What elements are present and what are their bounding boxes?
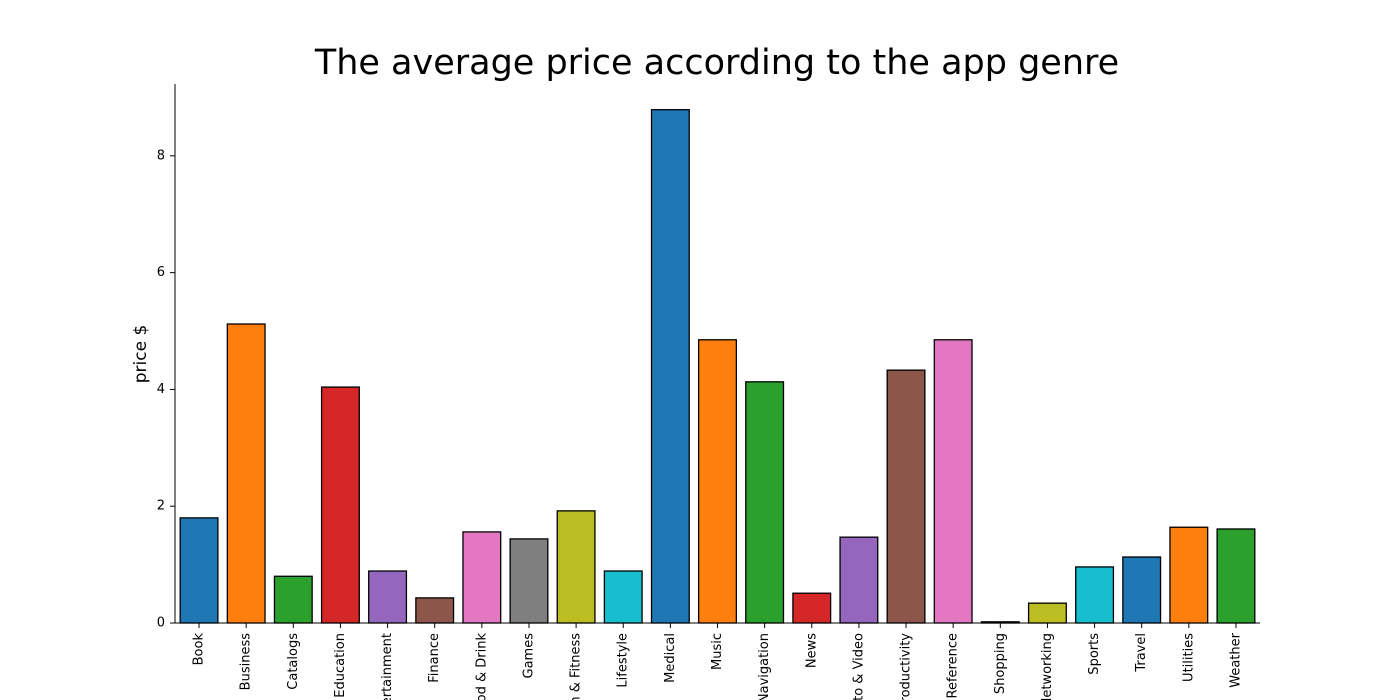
bar (650, 109, 690, 624)
bar (320, 386, 360, 624)
bar (368, 570, 408, 624)
x-tick-label: Finance (427, 633, 442, 683)
bar (1027, 602, 1067, 624)
y-axis-label: price $ (131, 325, 151, 384)
x-tick-label: Social Networking (1040, 633, 1055, 700)
bar (1075, 566, 1115, 624)
x-tick-label: Productivity (899, 633, 914, 700)
x-tick-label: Sports (1087, 633, 1102, 675)
bar (179, 517, 219, 624)
y-tick-label: 8 (157, 148, 165, 163)
x-tick-label: Shopping (993, 633, 1008, 694)
x-tick-label: Entertainment (380, 633, 395, 700)
x-tick-label: Education (333, 633, 348, 698)
bar (886, 369, 926, 624)
x-tick-label: Food & Drink (474, 633, 489, 700)
bar (509, 538, 549, 624)
x-tick-label: Reference (946, 633, 961, 698)
y-tick-label: 4 (157, 382, 165, 397)
y-tick-label: 6 (157, 265, 165, 280)
y-tick-label: 2 (157, 499, 165, 514)
x-tick-label: News (804, 633, 819, 668)
x-tick-label: Lifestyle (616, 633, 631, 688)
x-tick-label: Travel (1134, 633, 1149, 673)
bar (462, 531, 502, 624)
x-tick-label: Navigation (757, 633, 772, 700)
bar (1216, 528, 1256, 624)
bar (1122, 556, 1162, 624)
bar (226, 323, 266, 624)
x-tick-label: Games (521, 633, 536, 679)
x-tick-label: Catalogs (286, 633, 301, 690)
x-tick-label: Medical (663, 633, 678, 683)
bar (1169, 526, 1209, 624)
x-tick-label: Utilities (1181, 633, 1196, 682)
bar (415, 597, 455, 624)
bar (273, 575, 313, 624)
bar (792, 592, 832, 624)
bar (839, 536, 879, 624)
bar (697, 339, 738, 624)
x-tick-label: Music (710, 633, 725, 670)
x-tick-label: Book (192, 633, 207, 666)
y-tick-label: 0 (157, 616, 165, 631)
bar (603, 570, 643, 624)
x-tick-label: Health & Fitness (569, 633, 584, 700)
bar (556, 510, 596, 624)
x-tick-label: Photo & Video (851, 633, 866, 700)
bar (933, 339, 973, 624)
bar (745, 381, 785, 624)
x-tick-label: Business (239, 633, 254, 691)
x-tick-label: Weather (1228, 632, 1243, 687)
chart-title: The average price according to the app g… (314, 43, 1119, 83)
